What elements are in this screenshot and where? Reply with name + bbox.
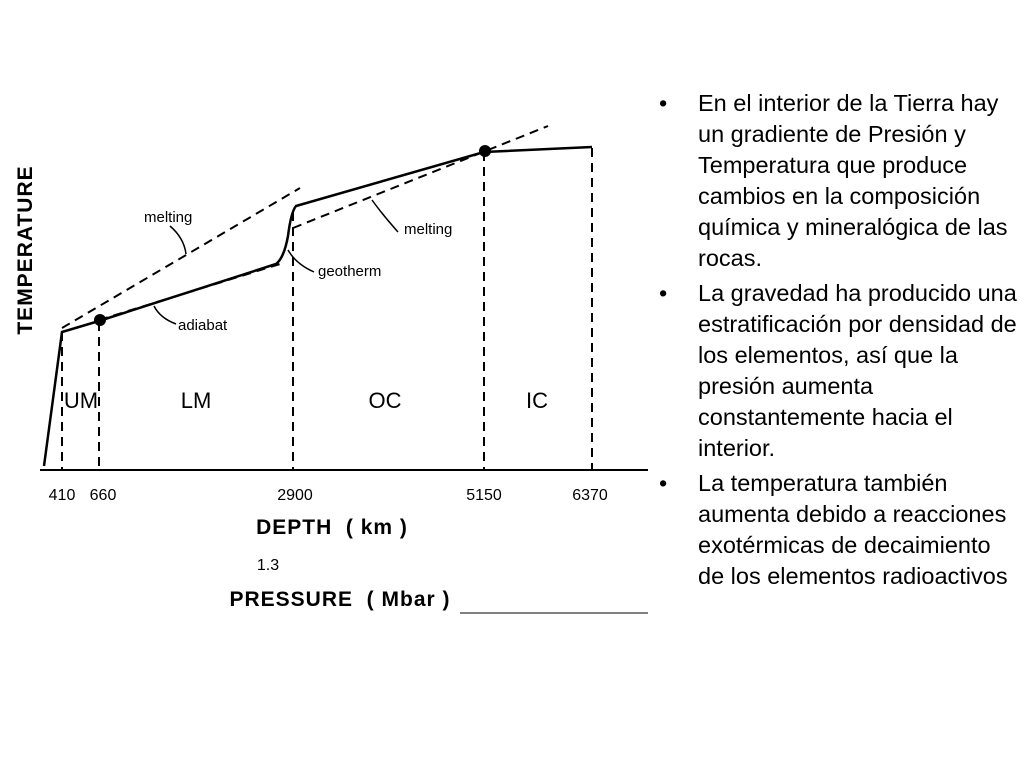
bullet-text: En el interior de la Tierra hay un gradi… <box>698 90 1008 271</box>
depth-tick-5150: 5150 <box>466 487 502 504</box>
bullet-marker: • <box>659 470 668 496</box>
bullet-item: • La gravedad ha producido una estratifi… <box>656 278 1018 464</box>
depth-axis-title: DEPTH ( km ) <box>256 516 408 539</box>
bullet-list: • En el interior de la Tierra hay un gra… <box>656 88 1018 596</box>
bullet-marker: • <box>659 90 668 116</box>
melting-curve-mantle <box>61 187 301 329</box>
melting-upper-label: melting <box>144 209 192 226</box>
depth-tick-410: 410 <box>49 487 76 504</box>
bullet-item: • La temperatura también aumenta debido … <box>656 468 1018 592</box>
adiabat-label: adiabat <box>178 317 228 334</box>
depth-tick-2900: 2900 <box>277 487 313 504</box>
geotherm-label: geotherm <box>318 263 381 280</box>
phase-point-5150 <box>479 145 491 157</box>
temperature-axis-title: TEMPERATURE <box>14 165 37 334</box>
pressure-tick-value: 1.3 <box>257 557 279 574</box>
melting-curve-core <box>292 125 549 229</box>
zone-label-um: UM <box>64 388 98 413</box>
boundary-lines <box>61 148 593 470</box>
geotherm-curve <box>42 145 593 467</box>
melting-upper-leader <box>169 225 187 255</box>
pressure-axis-title: PRESSURE ( Mbar ) <box>229 588 450 611</box>
phase-point-660 <box>94 314 106 326</box>
melting-lower-leader <box>371 199 399 233</box>
depth-tick-660: 660 <box>90 487 117 504</box>
bullet-text: La gravedad ha producido una estratifica… <box>698 280 1017 461</box>
bullet-marker: • <box>659 280 668 306</box>
zone-label-ic: IC <box>526 388 548 413</box>
depth-tick-6370: 6370 <box>572 487 608 504</box>
earth-temperature-depth-diagram: TEMPERATURE melting meltin <box>14 125 648 614</box>
zone-label-lm: LM <box>181 388 212 413</box>
bullet-text: La temperatura también aumenta debido a … <box>698 470 1008 589</box>
geotherm-leader <box>287 249 315 273</box>
zone-label-oc: OC <box>369 388 402 413</box>
adiabat-leader <box>153 305 177 325</box>
bullet-item: • En el interior de la Tierra hay un gra… <box>656 88 1018 274</box>
melting-lower-label: melting <box>404 221 452 238</box>
